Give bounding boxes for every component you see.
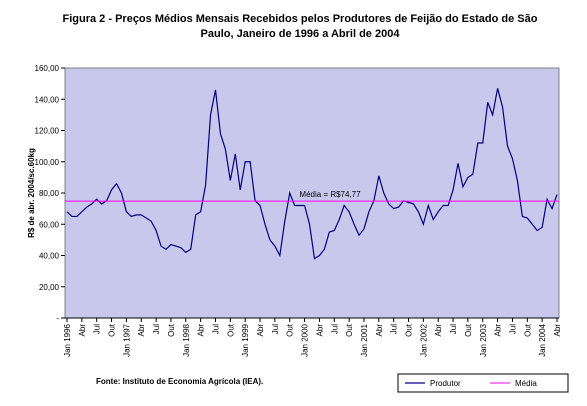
x-tick-label: Jan 2000 [301,323,310,356]
y-axis-label: R$ de abr. 2004/sc.60kg [27,148,36,238]
x-tick-label: Abr [137,324,146,337]
x-tick-label: Jul [330,324,339,334]
x-tick-label: Out [226,323,235,337]
y-tick-label: 20,00 [39,283,60,292]
x-tick-label: Abr [375,324,384,337]
legend [397,373,569,393]
mean-label: Média = R$74,77 [299,190,361,199]
x-tick-label: Jan 2003 [479,323,488,356]
legend-label: Produtor [430,379,461,388]
chart-title: Paulo, Janeiro de 1996 a Abril de 2004 [201,28,401,40]
y-tick-label: 120,00 [35,127,60,136]
series-line [66,88,558,260]
y-tick-label: 100,00 [35,158,60,167]
x-tick-label: Jul [152,324,161,334]
x-tick-label: Out [464,323,473,337]
y-tick-label: 160,00 [35,64,60,73]
y-tick-label: 80,00 [39,189,60,198]
x-tick-label: Abr [78,324,87,337]
x-tick-label: Abr [315,324,324,337]
x-tick-label: Out [345,323,354,337]
x-tick-label: Abr [494,324,503,337]
x-tick-label: Abr [256,324,265,337]
x-tick-label: Jul [390,324,399,334]
y-tick-label: 60,00 [39,220,60,229]
x-tick-label: Jul [271,324,280,334]
x-tick-label: Jul [449,324,458,334]
y-tick-label: - [56,314,59,323]
source: Fonte: Instituto de Economia Agrícola (I… [96,377,263,386]
x-tick-label: Jan 2001 [360,323,369,356]
x-tick-label: Out [167,323,176,337]
chart-title: Figura 2 - Preços Médios Mensais Recebid… [63,13,538,25]
x-tick-label: Abr [197,324,206,337]
x-tick-label: Jan 2004 [538,323,547,356]
y-tick-label: 40,00 [39,252,60,261]
x-tick-label: Out [286,323,295,337]
x-tick-label: Out [405,323,414,337]
x-tick-label: Jan 2002 [419,323,428,356]
x-tick-label: Out [523,323,532,337]
legend-label: Média [515,379,537,388]
x-tick-label: Abr [553,324,562,337]
x-tick-label: Jul [508,324,517,334]
x-tick-label: Jan 1998 [182,323,191,356]
x-tick-label: Jul [93,324,102,334]
x-tick-label: Abr [434,324,443,337]
plot-area [64,67,560,319]
x-tick-label: Jan 1997 [122,323,131,356]
x-tick-label: Jul [211,324,220,334]
x-tick-label: Jan 1999 [241,323,250,356]
x-tick-label: Out [108,323,117,337]
x-tick-label: Jan 1996 [63,323,72,356]
y-tick-label: 140,00 [35,95,60,104]
